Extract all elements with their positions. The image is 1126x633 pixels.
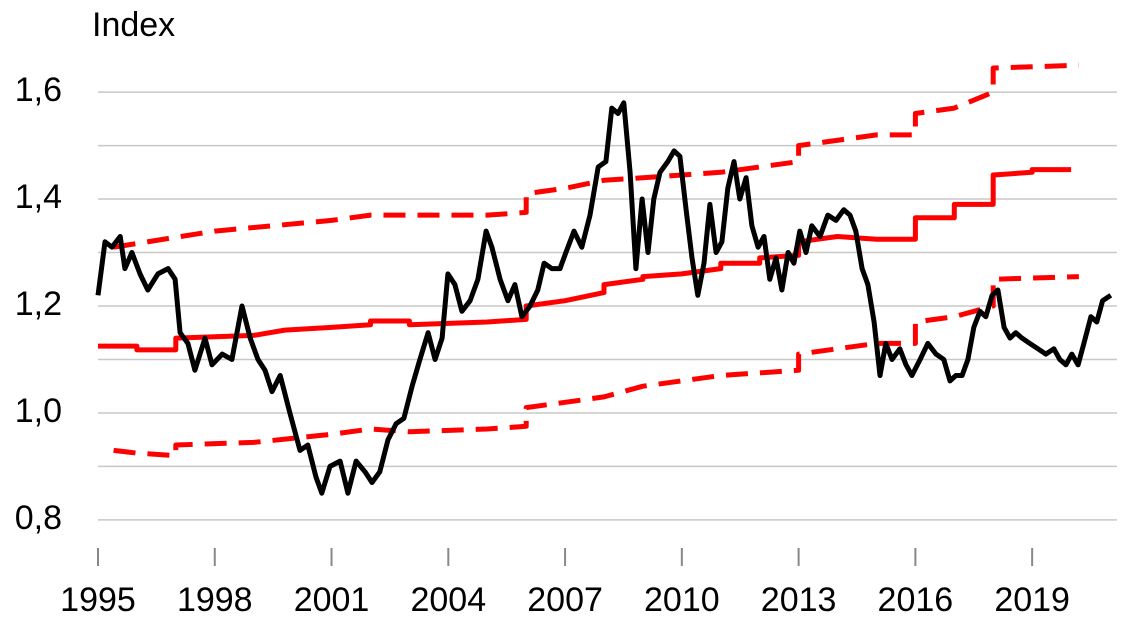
x-tick-label: 2001	[294, 581, 370, 619]
y-tick-label: 1,2	[15, 285, 62, 323]
y-axis-label: Index	[92, 6, 175, 44]
x-tick-label: 1998	[177, 581, 253, 619]
x-tick-label: 2004	[410, 581, 486, 619]
y-tick-label: 1,4	[15, 178, 62, 216]
series-line	[113, 274, 1079, 459]
series-line	[95, 100, 1113, 496]
y-tick-label: 1,6	[15, 71, 62, 109]
x-tick-label: 2019	[994, 581, 1070, 619]
x-tick-label: 2010	[644, 581, 720, 619]
y-tick-label: 0,8	[15, 499, 62, 537]
x-tick-label: 1995	[60, 581, 136, 619]
y-tick-label: 1,0	[15, 392, 62, 430]
x-tick-label: 2016	[878, 581, 954, 619]
x-tick-label: 2013	[761, 581, 837, 619]
x-tick-label: 2007	[527, 581, 603, 619]
series-line	[98, 167, 1072, 353]
